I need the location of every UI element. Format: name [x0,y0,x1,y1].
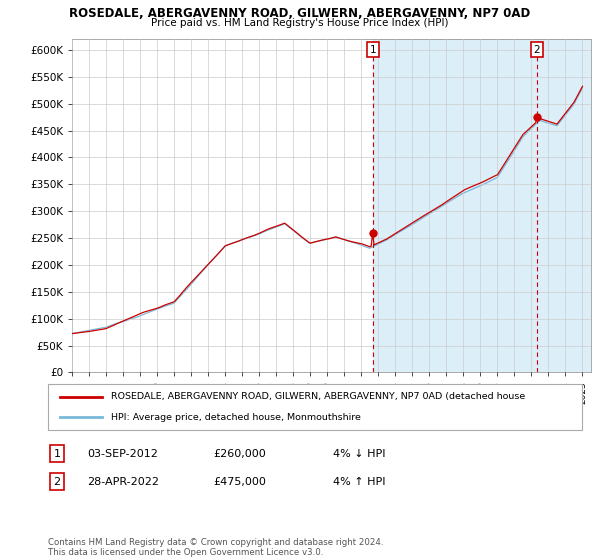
Text: £260,000: £260,000 [213,449,266,459]
Text: 28-APR-2022: 28-APR-2022 [87,477,159,487]
Text: Price paid vs. HM Land Registry's House Price Index (HPI): Price paid vs. HM Land Registry's House … [151,18,449,28]
Text: 2: 2 [53,477,61,487]
Bar [373,39,591,372]
Text: 1: 1 [53,449,61,459]
Text: ROSEDALE, ABERGAVENNY ROAD, GILWERN, ABERGAVENNY, NP7 0AD: ROSEDALE, ABERGAVENNY ROAD, GILWERN, ABE… [70,7,530,20]
Text: 4% ↑ HPI: 4% ↑ HPI [333,477,386,487]
Text: 03-SEP-2012: 03-SEP-2012 [87,449,158,459]
Text: HPI: Average price, detached house, Monmouthshire: HPI: Average price, detached house, Monm… [111,413,361,422]
Text: 2: 2 [534,45,541,54]
Text: 4% ↓ HPI: 4% ↓ HPI [333,449,386,459]
Text: Contains HM Land Registry data © Crown copyright and database right 2024.
This d: Contains HM Land Registry data © Crown c… [48,538,383,557]
Text: £475,000: £475,000 [213,477,266,487]
Text: ROSEDALE, ABERGAVENNY ROAD, GILWERN, ABERGAVENNY, NP7 0AD (detached house: ROSEDALE, ABERGAVENNY ROAD, GILWERN, ABE… [111,392,525,401]
Text: 1: 1 [370,45,376,54]
